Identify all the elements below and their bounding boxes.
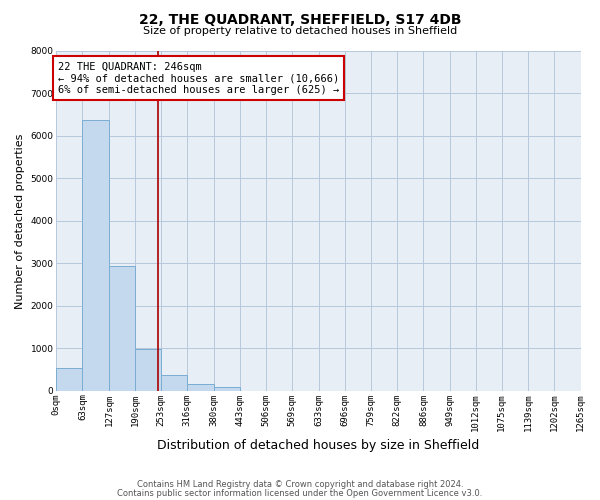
Text: 22, THE QUADRANT, SHEFFIELD, S17 4DB: 22, THE QUADRANT, SHEFFIELD, S17 4DB <box>139 12 461 26</box>
Text: 22 THE QUADRANT: 246sqm
← 94% of detached houses are smaller (10,666)
6% of semi: 22 THE QUADRANT: 246sqm ← 94% of detache… <box>58 62 339 95</box>
Bar <box>109 266 135 391</box>
Bar <box>82 120 109 391</box>
X-axis label: Distribution of detached houses by size in Sheffield: Distribution of detached houses by size … <box>157 440 479 452</box>
Bar <box>161 375 187 391</box>
Y-axis label: Number of detached properties: Number of detached properties <box>15 133 25 308</box>
Bar <box>56 368 82 391</box>
Text: Contains HM Land Registry data © Crown copyright and database right 2024.: Contains HM Land Registry data © Crown c… <box>137 480 463 489</box>
Bar <box>135 348 161 391</box>
Bar <box>187 384 214 391</box>
Text: Contains public sector information licensed under the Open Government Licence v3: Contains public sector information licen… <box>118 488 482 498</box>
Bar <box>214 388 240 391</box>
Text: Size of property relative to detached houses in Sheffield: Size of property relative to detached ho… <box>143 26 457 36</box>
